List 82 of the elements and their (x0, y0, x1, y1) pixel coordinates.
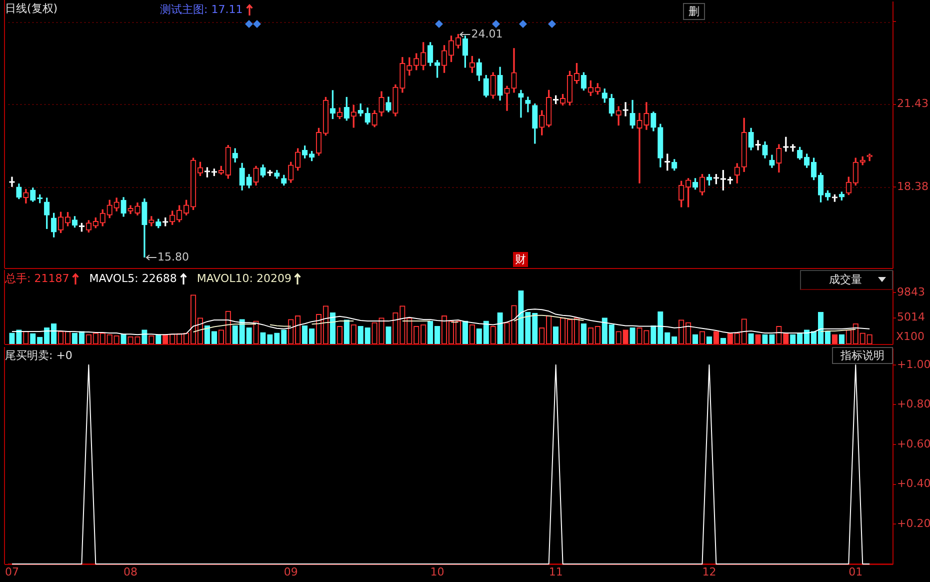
y-tick-label: +0.20 (897, 517, 930, 530)
bar (260, 332, 266, 344)
y-tick-label: +0.60 (897, 437, 930, 450)
bar (386, 326, 392, 344)
bar (713, 331, 720, 344)
candlestick (525, 96, 531, 112)
candlestick (9, 176, 15, 187)
candlestick (866, 154, 872, 162)
bar (476, 328, 482, 344)
bar (232, 325, 238, 344)
y-tick-label: +0.80 (897, 398, 930, 411)
candlestick (518, 90, 524, 118)
bar (630, 328, 636, 344)
bar (274, 332, 280, 344)
bar (790, 334, 796, 344)
y-tick-label: 5014 (897, 310, 925, 324)
bar (16, 330, 22, 344)
bar (755, 334, 761, 344)
bar (344, 320, 350, 344)
annotation: 测试主图: 17.11 (160, 3, 243, 17)
candlestick (636, 112, 642, 184)
y-axis-title: X100 (896, 330, 925, 343)
bar (727, 332, 733, 344)
bar (30, 333, 36, 344)
y-tick-label: +0.40 (897, 477, 930, 490)
x-tick-label: 11 (548, 565, 563, 578)
legend-label: MAVOL5: 22688 (89, 272, 177, 286)
bar (142, 330, 148, 344)
bar (162, 334, 168, 344)
bar (9, 332, 15, 344)
bar (762, 334, 768, 344)
button: 指标说明 (832, 347, 893, 364)
bar (156, 334, 162, 344)
bar (692, 334, 698, 344)
bar (783, 332, 789, 344)
bar (832, 334, 838, 344)
bar (239, 319, 245, 344)
dropdown: 成交量 (800, 270, 893, 290)
bar (650, 325, 656, 344)
bar (246, 328, 252, 344)
y-tick-label: 9843 (897, 286, 925, 299)
bar (518, 290, 524, 344)
bar (281, 330, 287, 344)
y-tick-label: 21.43 (897, 97, 928, 110)
bar (497, 312, 503, 344)
chart-title: 日线(复权) (5, 2, 58, 15)
candlestick (622, 102, 628, 116)
bar (769, 334, 775, 344)
bar (483, 320, 489, 344)
bar (525, 312, 531, 344)
bar (622, 330, 628, 344)
x-tick-label: 08 (124, 565, 138, 578)
bar (580, 323, 587, 344)
bar (364, 328, 370, 344)
bar (664, 332, 670, 344)
bar (462, 320, 468, 344)
bar (602, 318, 608, 344)
chart-title: 尾买明卖: +0 (5, 349, 72, 362)
bar (552, 326, 559, 344)
bar (358, 326, 364, 344)
button: 删 (683, 3, 705, 20)
y-tick-label: 18.38 (897, 180, 928, 193)
legend-label: 总手: 21187 (5, 272, 70, 286)
x-tick-label: 01 (848, 565, 863, 578)
annotation: 15.80 (157, 250, 189, 264)
badge: 财 (513, 252, 528, 267)
bar (267, 334, 273, 344)
x-tick-label: 07 (4, 565, 19, 578)
candlestick (504, 86, 510, 111)
y-tick-label: +1.00 (897, 358, 930, 371)
bar (838, 334, 845, 344)
bar (608, 324, 614, 344)
legend-label: MAVOL10: 20209 (196, 272, 292, 286)
bar (658, 311, 664, 344)
x-tick-label: 09 (284, 565, 298, 578)
annotation: 成交量 (828, 272, 863, 288)
bar (748, 333, 754, 344)
x-tick-label: 12 (702, 565, 716, 578)
annotation: 24.01 (471, 27, 503, 40)
bar (532, 312, 538, 344)
x-tick-label: 10 (430, 565, 444, 578)
bar (120, 334, 126, 344)
